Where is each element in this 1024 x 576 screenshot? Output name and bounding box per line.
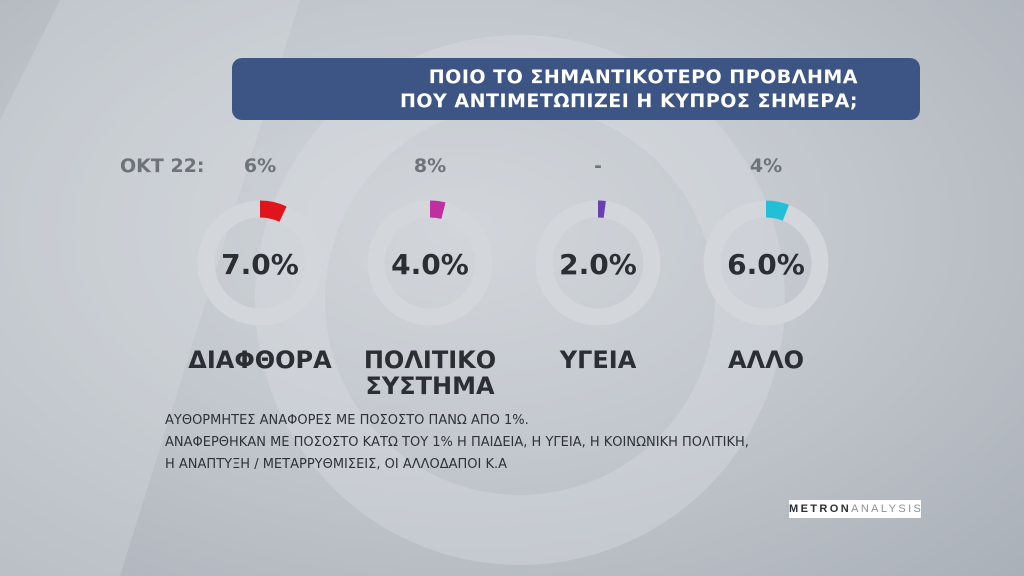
donut-segment <box>259 200 287 223</box>
donut-value-label: 4.0% <box>391 248 469 281</box>
donut-diafthora: 7.0% <box>197 200 323 326</box>
footnote: ΑΥΘΟΡΜΗΤΕΣ ΑΝΑΦΟΡΕΣ ΜΕ ΠΟΣΟΣΤΟ ΠΑΝΩ ΑΠΟ … <box>165 410 749 476</box>
donut-segment <box>765 200 790 221</box>
previous-value-diafthora: 6% <box>243 155 277 177</box>
chart-title-box: ΠΟΙΟ ΤΟ ΣΗΜΑΝΤΙΚΟΤΕΡΟ ΠΡΟΒΛΗΜΑ ΠΟΥ ΑΝΤΙΜ… <box>232 58 920 120</box>
footnote-line-3: Η ΑΝΑΠΤΥΞΗ / ΜΕΤΑΡΡΥΘΜΙΣΕΙΣ, ΟΙ ΑΛΛΟΔΑΠΟ… <box>165 457 508 472</box>
footnote-line-2: ΑΝΑΦΕΡΘΗΚΑΝ ΜΕ ΠΟΣΟΣΤΟ ΚΑΤΩ ΤΟΥ 1% Η ΠΑΙ… <box>165 435 749 450</box>
previous-value-politiko: 8% <box>413 155 447 177</box>
donut-ygeia: 2.0% <box>535 200 661 326</box>
category-label-line: ΑΛΛΟ <box>727 346 805 374</box>
previous-value-ygeia: - <box>594 155 602 177</box>
title-line-2: ΠΟΥ ΑΝΤΙΜΕΤΩΠΙΖΕΙ Η ΚΥΠΡΟΣ ΣΗΜΕΡΑ; <box>399 90 858 112</box>
category-label-allo: ΑΛΛΟ <box>676 347 856 373</box>
title-line-1: ΠΟΙΟ ΤΟ ΣΗΜΑΝΤΙΚΟΤΕΡΟ ΠΡΟΒΛΗΜΑ <box>428 66 858 88</box>
metron-analysis-logo: METRONANALYSIS <box>789 500 921 518</box>
donut-segment <box>429 200 446 219</box>
donut-allo: 6.0% <box>703 200 829 326</box>
footnote-line-1: ΑΥΘΟΡΜΗΤΕΣ ΑΝΑΦΟΡΕΣ ΜΕ ΠΟΣΟΣΤΟ ΠΑΝΩ ΑΠΟ … <box>165 413 529 428</box>
category-label-line: ΥΓΕΙΑ <box>559 346 637 374</box>
donut-value-label: 7.0% <box>221 248 299 281</box>
donut-value-label: 6.0% <box>727 248 805 281</box>
category-label-diafthora: ΔΙΑΦΘΟΡΑ <box>170 347 350 373</box>
category-label-ygeia: ΥΓΕΙΑ <box>508 347 688 373</box>
logo-bold-text: METRON <box>789 503 852 515</box>
previous-value-allo: 4% <box>749 155 783 177</box>
category-label-line: ΔΙΑΦΘΟΡΑ <box>188 346 332 374</box>
donut-politiko-systima: 4.0% <box>367 200 493 326</box>
donut-value-label: 2.0% <box>559 248 637 281</box>
category-label-line: ΠΟΛΙΤΙΚΟ <box>363 346 497 374</box>
logo-light-text: ANALYSIS <box>851 503 924 515</box>
category-label-politiko-systima: ΠΟΛΙΤΙΚΟ ΣΥΣΤΗΜΑ <box>340 347 520 399</box>
category-label-line: ΣΥΣΤΗΜΑ <box>365 372 495 400</box>
comparison-label: ΟΚΤ 22: <box>120 155 205 177</box>
